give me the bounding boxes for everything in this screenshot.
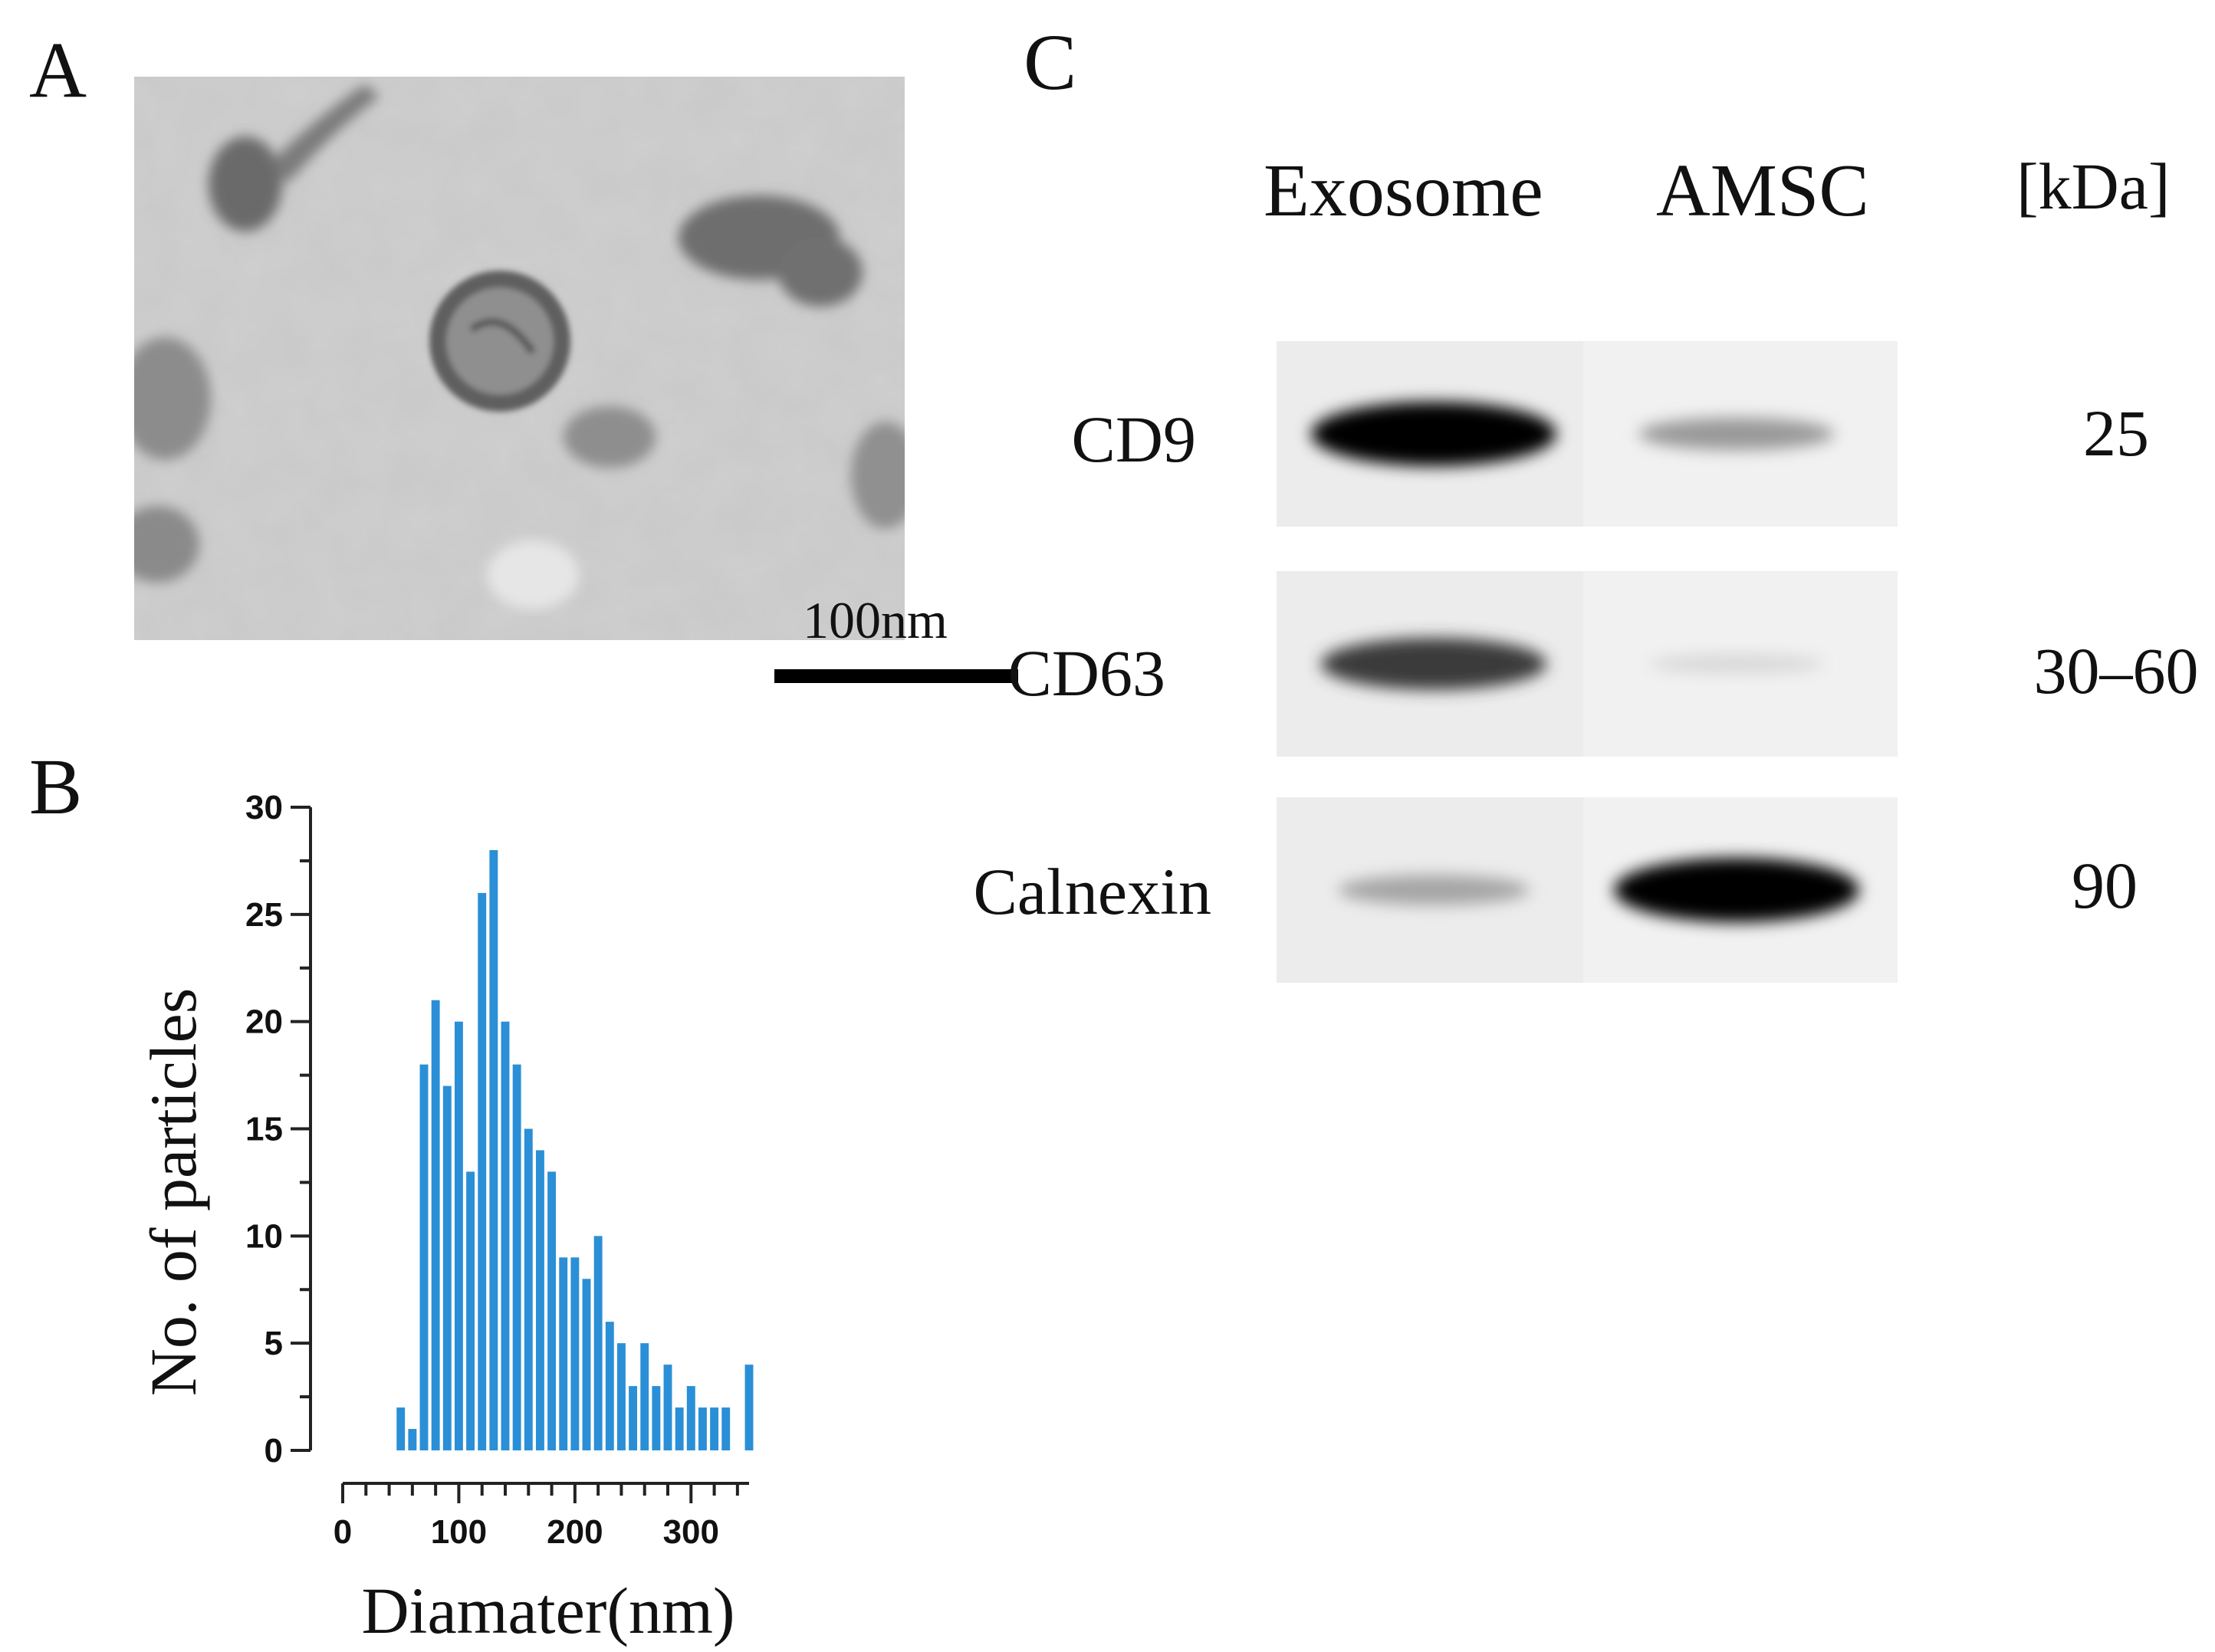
histogram-bar — [501, 1021, 510, 1450]
histogram-bar — [744, 1365, 754, 1450]
row-label-cd63: CD63 — [1007, 636, 1165, 710]
histogram-bar — [547, 1171, 557, 1450]
histogram-bars — [396, 849, 754, 1450]
y-axis: 0 5 10 15 20 25 30 — [245, 790, 312, 1470]
row-label-cd9: CD9 — [1071, 402, 1196, 476]
histogram-bar — [710, 1407, 719, 1450]
band-exosome — [1320, 638, 1547, 690]
histogram-bar — [535, 1150, 544, 1450]
kda-cd63: 30–60 — [2033, 634, 2199, 708]
column-exosome: Exosome — [1264, 149, 1543, 232]
diameter-histogram: 0 5 10 15 20 25 30 0 100 200 300 No. of particles… — [136, 790, 754, 1647]
histogram-bar — [570, 1257, 580, 1450]
tem-image — [115, 77, 920, 640]
histogram-bar — [582, 1279, 591, 1450]
band-exosome — [1311, 402, 1556, 466]
exosome-vesicle — [429, 271, 570, 412]
column-kda: [kDa] — [2016, 149, 2171, 223]
histogram-bar — [616, 1343, 626, 1450]
kda-cd9: 25 — [2083, 396, 2149, 470]
kda-calnexin: 90 — [2072, 849, 2138, 922]
histogram-bar — [524, 1128, 533, 1450]
y-tick-label: 15 — [245, 1111, 283, 1148]
histogram-bar — [559, 1257, 568, 1450]
scale-bar-label: 100nm — [803, 591, 948, 649]
y-tick-label: 0 — [265, 1432, 283, 1470]
panel-c-label: C — [1024, 18, 1077, 107]
histogram-bar — [442, 1085, 452, 1450]
x-tick-label: 0 — [334, 1513, 352, 1551]
y-tick-label: 20 — [245, 1003, 283, 1041]
histogram-bar — [663, 1365, 672, 1450]
histogram-bar — [640, 1343, 649, 1450]
y-tick-label: 5 — [265, 1325, 283, 1362]
histogram-bar — [431, 1000, 440, 1450]
tem-particles — [115, 84, 920, 583]
tem-micrograph: 100nm — [115, 77, 1018, 683]
y-axis-title: No. of particles — [136, 988, 210, 1397]
histogram-bar — [593, 1236, 603, 1450]
y-tick-label: 25 — [245, 896, 283, 934]
histogram-bar — [489, 849, 498, 1450]
histogram-bar — [721, 1407, 731, 1450]
panel-a-label: A — [29, 26, 87, 114]
blot-strip-cd9 — [1277, 341, 1898, 527]
histogram-bar — [512, 1064, 521, 1450]
histogram-bar — [419, 1064, 429, 1450]
blot-strip-cd63 — [1277, 571, 1898, 757]
histogram-bar — [675, 1407, 684, 1450]
histogram-bar — [478, 892, 487, 1450]
row-label-calnexin: Calnexin — [973, 855, 1212, 928]
histogram-bar — [686, 1386, 695, 1450]
x-tick-label: 300 — [663, 1513, 719, 1551]
band-amsc — [1649, 654, 1824, 674]
y-tick-label: 10 — [245, 1217, 283, 1255]
histogram-bar — [698, 1407, 707, 1450]
x-axis: 0 100 200 300 — [334, 1482, 749, 1551]
histogram-bar — [466, 1171, 475, 1450]
blot-strip-calnexin — [1277, 797, 1898, 983]
histogram-bar — [408, 1429, 417, 1450]
histogram-bar — [396, 1407, 406, 1450]
band-amsc — [1638, 417, 1835, 451]
x-tick-label: 100 — [431, 1513, 487, 1551]
band-amsc — [1614, 858, 1859, 922]
histogram-bar — [652, 1386, 661, 1450]
histogram-bar — [605, 1322, 614, 1450]
histogram-bar — [454, 1021, 463, 1450]
x-tick-label: 200 — [547, 1513, 603, 1551]
x-axis-title: Diamater(nm) — [361, 1574, 734, 1647]
band-exosome — [1338, 875, 1530, 905]
y-tick-label: 30 — [245, 790, 283, 826]
panel-b-label: B — [29, 743, 83, 831]
histogram-bar — [629, 1386, 638, 1450]
column-amsc: AMSC — [1656, 149, 1869, 232]
scale-bar — [774, 669, 1018, 683]
